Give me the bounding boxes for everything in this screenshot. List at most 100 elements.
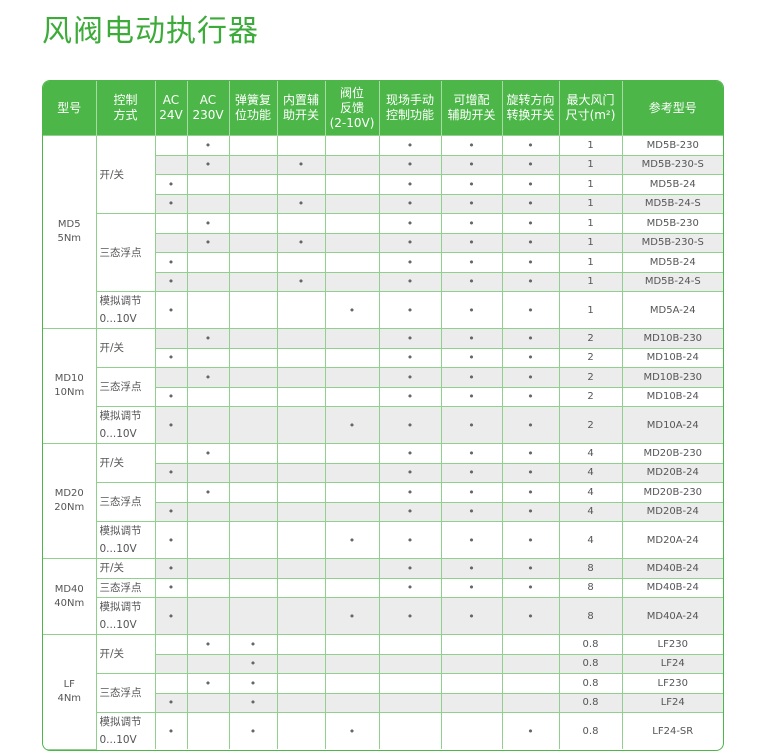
table-row: • • • • • 1 MD5B-24-S bbox=[43, 271, 723, 292]
feature-cell: • bbox=[501, 597, 560, 635]
reference-model-cell: MD10B-24 bbox=[621, 386, 723, 407]
feature-cell: • bbox=[155, 462, 188, 483]
feature-cell: • bbox=[501, 406, 560, 444]
feature-dot-icon: • bbox=[468, 158, 475, 172]
feature-cell bbox=[186, 712, 230, 749]
feature-dot-icon: • bbox=[527, 609, 534, 623]
feature-dot-icon: • bbox=[406, 533, 414, 547]
feature-dot-icon: • bbox=[527, 197, 534, 211]
feature-dot-icon: • bbox=[406, 177, 414, 191]
feature-cell bbox=[440, 653, 503, 674]
table-row: • • • • 4 MD20B-24 bbox=[43, 462, 723, 483]
feature-cell bbox=[154, 328, 188, 349]
reference-model-cell: MD10A-24 bbox=[621, 406, 723, 444]
control-mode-cell: 三态浮点 bbox=[96, 577, 156, 598]
reference-model-cell: LF230 bbox=[621, 634, 723, 655]
reference-model-cell: MD10B-24 bbox=[621, 347, 723, 368]
table-row: • 0.8 LF24 bbox=[43, 653, 723, 674]
feature-cell bbox=[154, 135, 188, 156]
feature-cell bbox=[186, 462, 230, 483]
feature-dot-icon: • bbox=[406, 446, 414, 460]
feature-cell: • bbox=[324, 712, 380, 749]
feature-cell bbox=[154, 634, 188, 655]
feature-cell bbox=[324, 367, 380, 388]
feature-cell bbox=[276, 521, 326, 559]
feature-cell bbox=[186, 406, 230, 444]
feature-cell bbox=[324, 482, 380, 503]
reference-model-cell: MD5B-230-S bbox=[621, 232, 723, 253]
reference-model-cell: MD20B-24 bbox=[621, 462, 723, 483]
model-cell: LF 4Nm bbox=[43, 634, 97, 750]
feature-dot-icon: • bbox=[527, 351, 534, 365]
feature-cell: • bbox=[228, 692, 278, 713]
table-row: • • • • 2 MD10B-24 bbox=[43, 347, 723, 368]
feature-cell bbox=[276, 347, 326, 368]
feature-cell bbox=[228, 154, 278, 175]
feature-dot-icon: • bbox=[167, 197, 175, 211]
feature-dot-icon: • bbox=[527, 581, 534, 595]
column-header: 可增配 辅助开关 bbox=[440, 81, 502, 136]
feature-cell bbox=[276, 135, 326, 156]
feature-cell: • bbox=[378, 482, 442, 503]
feature-cell bbox=[186, 386, 230, 407]
table-header: 型号 控制 方式 AC 24V AC 230V 弹簧复 位功能 内置辅 助开关 阀位 反馈 … bbox=[43, 81, 723, 136]
damper-size-cell: 8 bbox=[558, 577, 623, 598]
feature-dot-icon: • bbox=[167, 390, 175, 404]
feature-dot-icon: • bbox=[527, 158, 534, 172]
feature-cell: • bbox=[378, 501, 442, 522]
feature-dot-icon: • bbox=[204, 370, 212, 384]
table-row: 模拟调节 0...10V • • • • • 8 MD40A-24 bbox=[43, 597, 723, 635]
feature-cell bbox=[228, 193, 278, 214]
feature-dot-icon: • bbox=[167, 609, 175, 623]
feature-cell: • bbox=[186, 213, 230, 234]
feature-dot-icon: • bbox=[406, 418, 414, 432]
feature-cell: • bbox=[154, 291, 188, 329]
feature-cell: • bbox=[440, 328, 503, 349]
feature-cell bbox=[228, 232, 278, 253]
table-row: 模拟调节 0...10V • • • • • 1 MD5A-24 bbox=[43, 291, 723, 329]
feature-cell bbox=[186, 271, 230, 292]
damper-size-cell: 1 bbox=[558, 193, 623, 214]
damper-size-cell: 0.8 bbox=[558, 673, 623, 694]
feature-dot-icon: • bbox=[527, 138, 534, 152]
feature-cell bbox=[324, 443, 380, 464]
feature-dot-icon: • bbox=[527, 255, 534, 269]
feature-dot-icon: • bbox=[204, 637, 212, 651]
feature-cell: • bbox=[186, 673, 230, 694]
feature-dot-icon: • bbox=[167, 351, 175, 365]
feature-cell bbox=[276, 174, 326, 195]
feature-cell: • bbox=[440, 174, 503, 195]
feature-cell: • bbox=[186, 154, 230, 175]
feature-cell: • bbox=[155, 692, 188, 713]
feature-cell: • bbox=[501, 712, 560, 749]
feature-cell bbox=[324, 328, 380, 349]
feature-dot-icon: • bbox=[249, 657, 257, 671]
control-mode-cell: 三态浮点 bbox=[96, 482, 156, 522]
feature-cell bbox=[186, 597, 230, 635]
feature-dot-icon: • bbox=[348, 533, 356, 547]
feature-cell: • bbox=[155, 271, 188, 292]
feature-cell bbox=[324, 213, 380, 234]
feature-cell bbox=[276, 501, 326, 522]
model-cell: MD40 40Nm bbox=[43, 558, 97, 635]
feature-dot-icon: • bbox=[204, 236, 212, 250]
feature-dot-icon: • bbox=[527, 724, 534, 738]
feature-cell bbox=[186, 347, 230, 368]
feature-cell bbox=[378, 692, 442, 713]
feature-cell: • bbox=[324, 406, 380, 444]
feature-cell: • bbox=[155, 501, 188, 522]
feature-cell bbox=[440, 673, 503, 694]
feature-cell bbox=[228, 597, 278, 635]
feature-cell: • bbox=[501, 558, 560, 579]
feature-cell bbox=[228, 443, 278, 464]
feature-cell bbox=[324, 653, 380, 674]
feature-cell: • bbox=[186, 328, 230, 349]
feature-cell: • bbox=[378, 328, 442, 349]
column-header: 现场手动 控制功能 bbox=[378, 81, 441, 136]
feature-dot-icon: • bbox=[406, 485, 414, 499]
feature-dot-icon: • bbox=[348, 418, 356, 432]
feature-cell: • bbox=[501, 521, 560, 559]
feature-dot-icon: • bbox=[406, 197, 414, 211]
feature-cell: • bbox=[228, 653, 278, 674]
feature-cell: • bbox=[378, 252, 442, 273]
